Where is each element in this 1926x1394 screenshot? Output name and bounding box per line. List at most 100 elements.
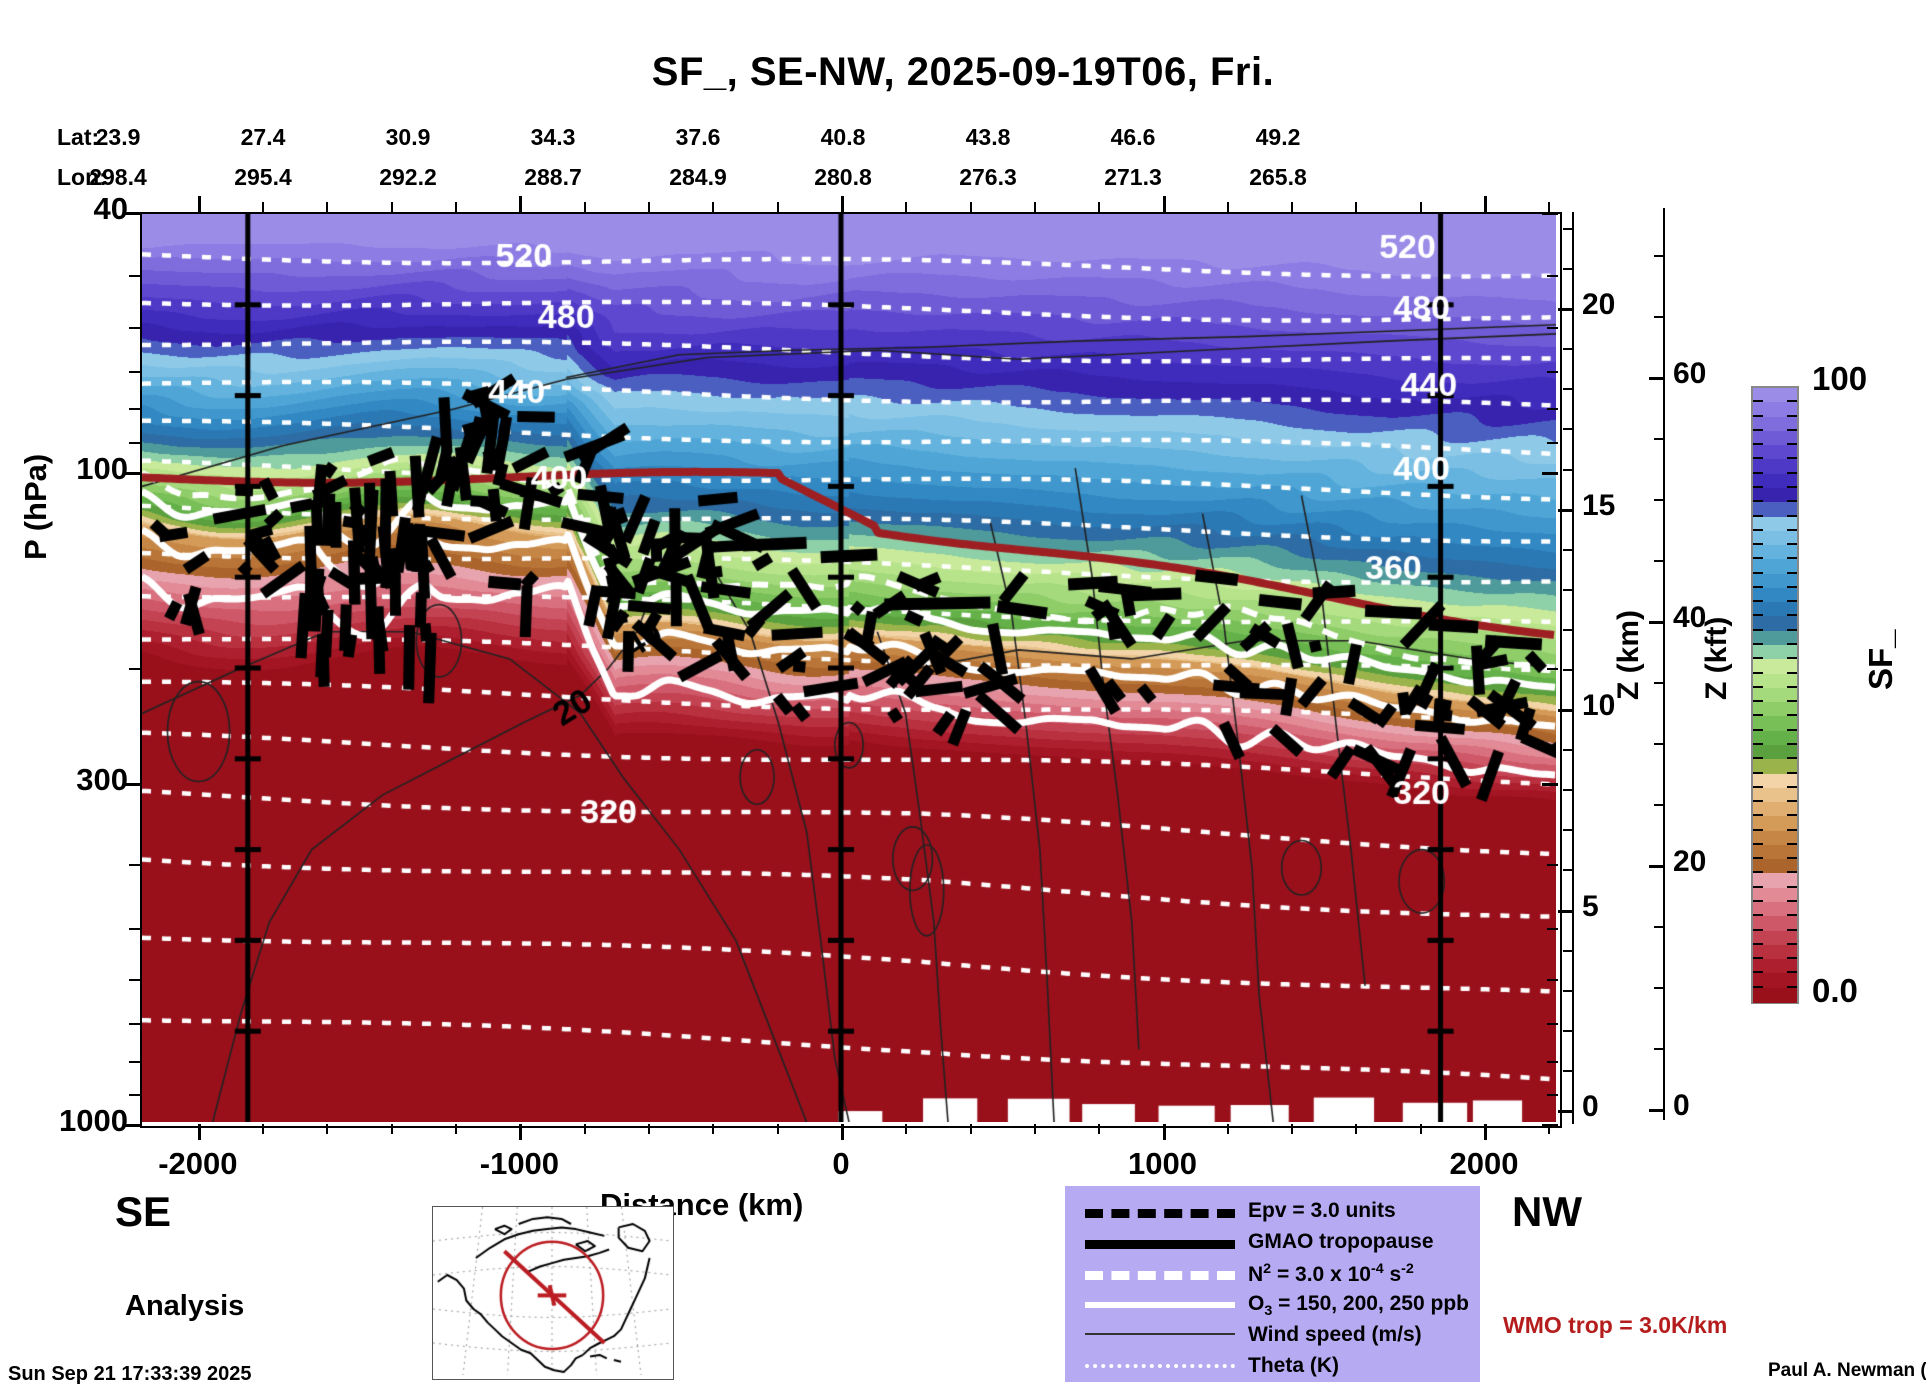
- zkft-tick-minor: [1654, 498, 1665, 501]
- legend-symbol: [1085, 1196, 1235, 1228]
- x-tick-minor-top: [390, 202, 393, 212]
- colorbar-swatch: [1753, 573, 1797, 589]
- x-tick-minor: [1291, 1124, 1294, 1134]
- y-tick-minor: [129, 864, 140, 867]
- x-tick-minor-top: [648, 202, 651, 212]
- colorbar-tick: [1787, 700, 1797, 703]
- zkm-tick-minor: [1563, 989, 1574, 992]
- zkm-tick-minor: [1563, 949, 1574, 952]
- zkm-tick-minor: [1563, 749, 1574, 752]
- x-tick-label: -2000: [158, 1146, 238, 1181]
- legend-label: Epv = 3.0 units: [1248, 1199, 1396, 1222]
- colorbar-swatch: [1753, 973, 1797, 989]
- lon-value: 298.4: [89, 164, 147, 190]
- zkft-tick-minor: [1654, 1048, 1665, 1051]
- colorbar-swatch: [1753, 659, 1797, 675]
- colorbar-tick: [1753, 685, 1763, 688]
- x-tick-minor: [326, 1124, 329, 1134]
- colorbar-tick: [1753, 771, 1763, 774]
- x-tick-major: [1484, 1124, 1488, 1140]
- colorbar-swatch: [1753, 873, 1797, 889]
- y-tick-minor-right: [1547, 441, 1558, 444]
- y-tick-label: 300: [76, 761, 128, 797]
- colorbar-tick: [1787, 643, 1797, 646]
- x-tick-minor-top: [712, 202, 715, 212]
- label-nw: NW: [1512, 1188, 1582, 1235]
- y-tick-major-right: [1542, 471, 1558, 475]
- y-tick-minor: [129, 927, 140, 930]
- lon-value: 284.9: [669, 164, 727, 190]
- zkm-tick-minor: [1563, 468, 1574, 471]
- y-tick-label: 1000: [59, 1103, 128, 1138]
- colorbar-tick: [1753, 800, 1763, 803]
- lat-value: 46.6: [1110, 124, 1156, 150]
- colorbar-tick: [1787, 757, 1797, 760]
- x-tick-major: [197, 1124, 201, 1140]
- colorbar-tick: [1787, 928, 1797, 931]
- zkft-tick-minor: [1654, 926, 1665, 929]
- x-tick-label: 2000: [1449, 1146, 1519, 1181]
- legend-label: N2 = 3.0 x 10-4 s-2: [1248, 1261, 1414, 1286]
- colorbar-swatch: [1753, 930, 1797, 946]
- y-tick-minor: [129, 275, 140, 278]
- colorbar-tick: [1787, 428, 1797, 431]
- y-tick-minor-right: [1547, 1094, 1558, 1097]
- colorbar-swatch: [1753, 959, 1797, 975]
- zkm-tick-minor: [1563, 268, 1574, 271]
- legend-symbol: [1085, 1227, 1235, 1259]
- x-tick-minor: [969, 1124, 972, 1134]
- colorbar-tick: [1787, 871, 1797, 874]
- zkft-tick-minor: [1654, 743, 1665, 746]
- colorbar-tick: [1753, 828, 1763, 831]
- colorbar-swatch: [1753, 744, 1797, 761]
- lon-value: 295.4: [234, 164, 292, 190]
- plot-area: [140, 212, 1562, 1128]
- zkm-tick-minor: [1563, 548, 1574, 551]
- x-tick-minor-top: [1355, 202, 1358, 212]
- legend-item: Theta (K): [1065, 1351, 1480, 1383]
- colorbar-swatch: [1753, 787, 1797, 804]
- colorbar-tick: [1787, 557, 1797, 560]
- colorbar-swatch: [1753, 630, 1797, 646]
- zkft-tick-label: 60: [1673, 356, 1707, 390]
- colorbar-tick: [1753, 585, 1763, 588]
- colorbar-tick: [1753, 914, 1763, 917]
- colorbar-tick: [1787, 614, 1797, 617]
- y-tick-minor: [129, 1022, 140, 1025]
- y-tick-label: 100: [76, 450, 128, 486]
- lon-value: 280.8: [814, 164, 872, 190]
- y-tick-label: 40: [93, 191, 128, 226]
- legend-symbol: [1085, 1289, 1235, 1321]
- contour-canvas: [142, 214, 1556, 1122]
- legend-item: Epv = 3.0 units: [1065, 1196, 1480, 1228]
- zkft-tick-minor: [1654, 315, 1665, 318]
- x-tick-major-top: [519, 196, 523, 212]
- colorbar-tick: [1753, 942, 1763, 945]
- colorbar-swatch: [1753, 530, 1797, 547]
- colorbar-swatch: [1753, 645, 1797, 661]
- colorbar-tick: [1753, 457, 1763, 460]
- y-tick-minor-right: [1547, 864, 1558, 867]
- cross-section-plot: [140, 212, 1562, 1128]
- colorbar-tick: [1753, 471, 1763, 474]
- x-tick-minor: [1548, 1124, 1551, 1134]
- colorbar-tick: [1753, 928, 1763, 931]
- x-tick-major: [1162, 1124, 1166, 1140]
- colorbar-tick: [1787, 628, 1797, 631]
- legend-label: O3 = 150, 200, 250 ppb: [1248, 1292, 1469, 1320]
- page-title: SF_, SE-NW, 2025-09-19T06, Fri.: [651, 50, 1275, 94]
- legend-item: N2 = 3.0 x 10-4 s-2: [1065, 1258, 1480, 1290]
- lon-row-label: Lon:: [57, 164, 107, 190]
- colorbar-swatch: [1753, 502, 1797, 518]
- legend-label: Wind speed (m/s): [1248, 1323, 1422, 1346]
- lat-value: 30.9: [385, 124, 431, 150]
- colorbar-swatch: [1753, 388, 1797, 404]
- zkft-tick-label: 20: [1673, 845, 1707, 879]
- colorbar-swatch: [1753, 802, 1797, 818]
- y-tick-minor: [129, 441, 140, 444]
- x-tick-minor-top: [969, 202, 972, 212]
- colorbar-swatch: [1753, 816, 1797, 832]
- x-tick-label: 1000: [1128, 1146, 1197, 1181]
- x-tick-minor: [712, 1124, 715, 1134]
- zkm-tick-label: 20: [1582, 288, 1616, 322]
